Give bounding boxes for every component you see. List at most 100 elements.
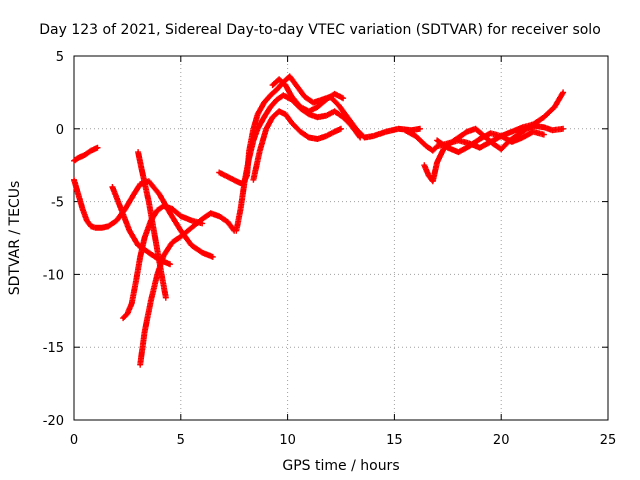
data-point <box>269 94 272 97</box>
data-point <box>553 105 556 109</box>
data-point <box>551 129 554 132</box>
data-point <box>171 241 174 244</box>
x-tick-label: 20 <box>493 433 510 448</box>
data-point <box>94 226 97 229</box>
data-point <box>414 134 417 138</box>
data-point <box>431 149 434 152</box>
data-point <box>478 137 481 141</box>
data-point <box>427 174 430 177</box>
series-track-5 <box>135 149 169 301</box>
x-tick-labels: 0 5 10 15 20 25 <box>70 433 616 448</box>
data-point <box>190 219 193 222</box>
series-track-12 <box>421 122 567 185</box>
data-point <box>307 110 311 113</box>
data-point <box>468 145 471 148</box>
x-tick-label: 25 <box>600 433 617 448</box>
data-point <box>277 78 281 81</box>
data-point <box>143 331 146 334</box>
data-point <box>384 130 388 133</box>
axis-ticks <box>73 55 609 421</box>
data-point <box>363 136 366 139</box>
data-point <box>256 127 259 130</box>
data-point <box>168 263 172 266</box>
data-point <box>226 175 229 178</box>
data-point <box>435 161 439 164</box>
data-point <box>89 225 93 228</box>
data-point <box>350 124 353 128</box>
data-point <box>171 207 174 211</box>
data-point <box>478 146 481 149</box>
data-point <box>521 136 524 139</box>
y-tick-label: 5 <box>56 50 64 65</box>
data-point <box>81 207 84 211</box>
series-track-8 <box>233 92 364 234</box>
data-point <box>235 229 238 232</box>
data-point <box>201 217 204 221</box>
data-point <box>141 171 144 174</box>
data-point <box>339 127 343 130</box>
data-point <box>316 116 319 119</box>
series-track-2 <box>71 176 216 260</box>
data-point <box>158 193 161 196</box>
data-point <box>397 127 400 130</box>
data-point <box>218 215 221 218</box>
data-point <box>435 145 439 148</box>
data-point <box>517 133 520 136</box>
data-point <box>271 83 274 87</box>
data-point <box>111 185 114 189</box>
y-tick-label: -15 <box>43 341 64 356</box>
data-point <box>143 236 146 240</box>
data-point <box>275 98 279 101</box>
data-point <box>521 126 524 129</box>
data-point <box>121 316 125 320</box>
data-point <box>510 140 514 144</box>
data-point <box>77 193 80 196</box>
data-point <box>235 180 238 183</box>
data-point <box>179 215 182 218</box>
data-point <box>164 296 167 299</box>
data-point <box>262 116 266 119</box>
series-line <box>252 110 342 180</box>
data-point <box>190 226 193 229</box>
data-point <box>290 121 294 125</box>
x-tick-label: 5 <box>177 433 185 448</box>
data-point <box>218 171 221 174</box>
data-point <box>425 145 428 148</box>
data-point <box>132 193 135 196</box>
data-point <box>288 75 291 78</box>
data-point <box>156 209 159 212</box>
data-point <box>252 139 255 142</box>
data-point <box>83 153 86 157</box>
data-point <box>341 97 345 100</box>
data-point <box>72 159 76 162</box>
data-point <box>156 273 159 276</box>
data-point <box>290 95 294 99</box>
series-track-10 <box>269 76 347 115</box>
data-point <box>435 139 439 142</box>
data-point <box>446 146 449 149</box>
x-tick-label: 15 <box>386 433 403 448</box>
data-point <box>423 164 426 167</box>
data-point <box>124 207 127 211</box>
data-point <box>136 150 140 154</box>
data-point <box>542 133 546 136</box>
data-point <box>371 134 375 138</box>
data-point <box>561 127 565 130</box>
y-tick-label: 0 <box>56 123 64 138</box>
data-series <box>71 73 567 368</box>
series-markers <box>402 89 567 154</box>
data-point <box>282 94 285 97</box>
data-point <box>139 363 142 366</box>
data-point <box>239 207 242 211</box>
data-point <box>299 130 302 133</box>
data-point <box>265 127 268 130</box>
data-point <box>542 116 546 119</box>
y-tick-label: -10 <box>43 268 64 283</box>
data-point <box>561 91 565 94</box>
data-point <box>448 142 452 145</box>
data-point <box>72 178 76 181</box>
y-tick-label: -20 <box>43 414 64 429</box>
data-point <box>136 244 140 247</box>
data-point <box>147 200 150 203</box>
